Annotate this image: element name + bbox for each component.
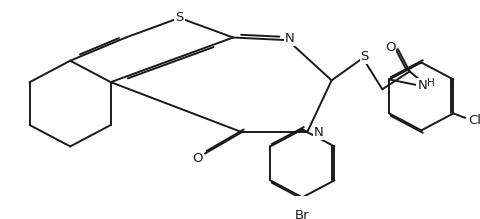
Text: H: H: [427, 78, 435, 88]
Text: O: O: [192, 152, 202, 165]
Text: S: S: [360, 50, 369, 63]
Text: N: N: [285, 32, 295, 45]
Text: Cl: Cl: [468, 114, 480, 127]
Text: O: O: [385, 41, 396, 54]
Text: Br: Br: [295, 209, 310, 219]
Text: N: N: [314, 126, 324, 139]
Text: N: N: [418, 79, 427, 92]
Text: S: S: [175, 11, 184, 24]
